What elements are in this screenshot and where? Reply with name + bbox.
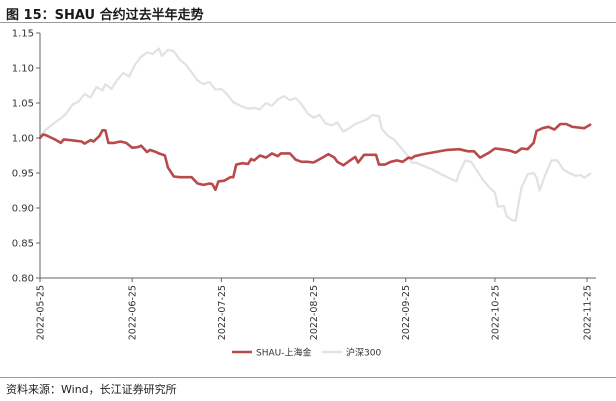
x-tick-label: 2022-09-25 xyxy=(401,285,412,340)
y-tick-label: 0.85 xyxy=(12,239,34,250)
chart-legend: SHAU-上海金 沪深300 xyxy=(232,347,381,359)
y-tick-label: 1.10 xyxy=(12,64,34,75)
series-line-csi300 xyxy=(38,47,592,222)
series-line-shau xyxy=(38,122,592,192)
y-tick-label: 1.05 xyxy=(12,99,34,110)
x-tick-label: 2022-08-25 xyxy=(309,285,320,340)
footer-divider xyxy=(0,377,616,378)
y-tick-label: 0.90 xyxy=(12,204,34,215)
y-tick-label: 0.95 xyxy=(12,169,34,180)
x-tick-label: 2022-07-25 xyxy=(217,285,228,340)
chart-axes: 0.80 0.85 0.90 0.95 1.00 1.05 1.10 1.15 2022-05-… xyxy=(12,29,596,340)
legend-item-csi300-label: 沪深300 xyxy=(346,347,381,359)
y-tick-label: 1.15 xyxy=(12,29,34,40)
x-tick-label: 2022-10-25 xyxy=(490,285,501,340)
source-note: 资料来源：Wind，长江证券研究所 xyxy=(6,383,177,396)
legend-item-shau-label: SHAU-上海金 xyxy=(256,347,311,359)
x-tick-label: 2022-11-25 xyxy=(583,285,594,340)
y-tick-label: 0.80 xyxy=(12,274,34,285)
x-tick-label: 2022-06-25 xyxy=(128,285,139,340)
page-title: 图 15：SHAU 合约过去半年走势 xyxy=(6,8,204,23)
y-tick-label: 1.00 xyxy=(12,134,34,145)
x-tick-label: 2022-05-25 xyxy=(36,285,47,340)
chart-series-layer xyxy=(38,47,592,222)
title-divider xyxy=(0,22,616,23)
